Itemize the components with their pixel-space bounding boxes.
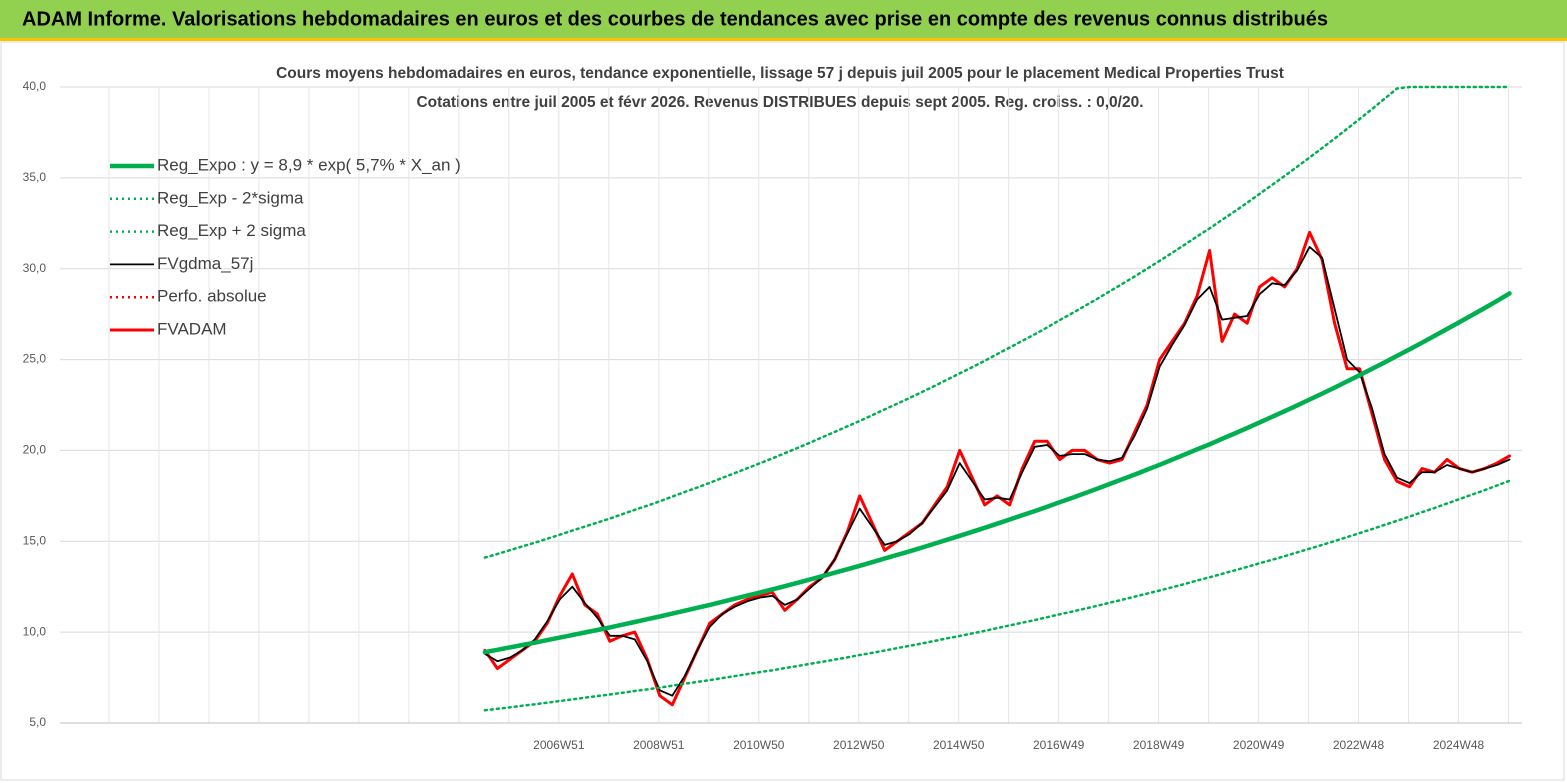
series-line [483,85,1511,559]
y-tick-label: 20,0 [23,443,47,457]
x-tick-label: 2016W49 [1033,738,1085,752]
x-tick-label: 2020W49 [1233,738,1285,752]
y-tick-label: 25,0 [23,352,47,366]
x-tick-label: 2022W48 [1333,738,1385,752]
y-tick-label: 30,0 [23,261,47,275]
x-tick-label: 2008W51 [633,738,685,752]
title-bar-border [0,38,1567,41]
x-tick-label: 2006W51 [533,738,585,752]
y-tick-label: 40,0 [23,79,47,93]
x-tick-label: 2010W50 [733,738,785,752]
title-bar [0,0,1567,38]
y-tick-label: 5,0 [29,715,46,729]
y-tick-label: 15,0 [23,533,47,547]
y-tick-label: 10,0 [23,624,47,638]
series-line [483,479,1511,712]
legend-label: Reg_Exp + 2 sigma [157,221,306,240]
y-tick-label: 35,0 [23,170,47,184]
series-line [483,231,1511,707]
legend-label: FVgdma_57j [157,254,253,273]
legend-label: Reg_Exp - 2*sigma [157,188,304,207]
legend-label: Perfo. absolue [157,287,267,306]
x-tick-label: 2024W48 [1433,738,1485,752]
x-tick-label: 2012W50 [833,738,885,752]
x-tick-label: 2014W50 [933,738,985,752]
chart-frame [0,41,1565,781]
x-tick-label: 2018W49 [1133,738,1185,752]
legend-label: FVADAM [157,319,227,338]
chart-title: ADAM Informe. Valorisations hebdomadaire… [22,8,1328,30]
series-line [484,246,1511,697]
legend-label: Reg_Expo : y = 8,9 * exp( 5,7% * X_an ) [157,155,461,174]
chart-subtitle: Cotations entre juil 2005 et févr 2026. … [416,94,1143,111]
series-line [482,291,1512,655]
chart-subtitle: Cours moyens hebdomadaires en euros, ten… [276,65,1284,82]
